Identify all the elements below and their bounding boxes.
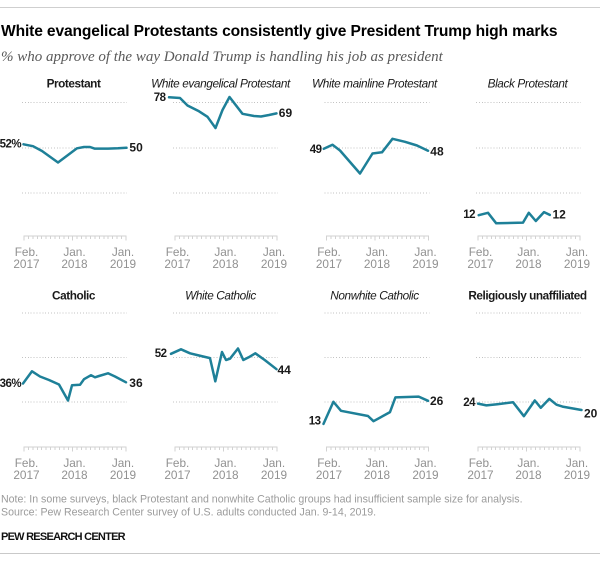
svg-text:52: 52 <box>155 348 167 360</box>
svg-text:2019: 2019 <box>564 257 590 271</box>
svg-text:Jan.: Jan. <box>517 456 539 470</box>
svg-text:PEW RESEARCH CENTER: PEW RESEARCH CENTER <box>1 531 126 543</box>
svg-text:Jan.: Jan. <box>366 456 388 470</box>
svg-text:44: 44 <box>278 363 292 377</box>
svg-text:2018: 2018 <box>61 468 88 482</box>
svg-text:White evangelical Protestant: White evangelical Protestant <box>151 77 291 91</box>
svg-text:Jan.: Jan. <box>414 456 436 470</box>
svg-text:2019: 2019 <box>564 468 590 482</box>
svg-text:White Catholic: White Catholic <box>185 289 256 303</box>
svg-text:Jan.: Jan. <box>366 245 388 259</box>
svg-text:78: 78 <box>154 92 167 104</box>
svg-text:2017: 2017 <box>467 468 493 482</box>
svg-text:Jan.: Jan. <box>263 245 285 259</box>
svg-text:Note: In some surveys, black P: Note: In some surveys, black Protestant … <box>1 494 523 506</box>
svg-text:49: 49 <box>310 144 322 156</box>
svg-text:2018: 2018 <box>515 468 542 482</box>
svg-text:2017: 2017 <box>164 468 190 482</box>
svg-text:2019: 2019 <box>110 257 136 271</box>
svg-text:Nonwhite Catholic: Nonwhite Catholic <box>330 289 419 303</box>
svg-text:Jan.: Jan. <box>63 456 85 470</box>
svg-text:36%: 36% <box>0 378 21 390</box>
svg-text:Jan.: Jan. <box>517 245 539 259</box>
svg-text:52%: 52% <box>0 138 21 150</box>
svg-text:Source: Pew Research Center su: Source: Pew Research Center survey of U.… <box>1 507 376 519</box>
svg-text:2019: 2019 <box>110 468 136 482</box>
svg-text:2019: 2019 <box>412 468 438 482</box>
svg-text:2019: 2019 <box>412 257 438 271</box>
svg-text:Feb.: Feb. <box>166 245 190 259</box>
svg-text:2017: 2017 <box>316 257 342 271</box>
svg-text:Jan.: Jan. <box>112 456 134 470</box>
svg-text:2018: 2018 <box>212 468 239 482</box>
svg-text:50: 50 <box>129 141 143 155</box>
svg-text:13: 13 <box>309 416 321 428</box>
svg-text:48: 48 <box>430 145 444 159</box>
svg-text:2018: 2018 <box>364 257 391 271</box>
svg-text:Feb.: Feb. <box>469 245 493 259</box>
svg-text:Feb.: Feb. <box>15 456 39 470</box>
svg-text:Feb.: Feb. <box>317 456 341 470</box>
svg-text:Jan.: Jan. <box>263 456 285 470</box>
svg-text:Jan.: Jan. <box>566 456 588 470</box>
svg-text:Feb.: Feb. <box>166 456 190 470</box>
svg-text:2017: 2017 <box>13 257 39 271</box>
svg-text:26: 26 <box>430 394 444 408</box>
svg-text:2017: 2017 <box>316 468 342 482</box>
svg-text:24: 24 <box>463 397 476 409</box>
svg-text:Catholic: Catholic <box>52 289 96 303</box>
svg-text:2017: 2017 <box>164 257 190 271</box>
svg-text:2018: 2018 <box>61 257 88 271</box>
svg-text:12: 12 <box>553 208 567 222</box>
svg-text:Feb.: Feb. <box>317 245 341 259</box>
svg-text:2018: 2018 <box>515 257 542 271</box>
svg-text:Protestant: Protestant <box>47 77 101 91</box>
svg-text:White evangelical Protestants: White evangelical Protestants consistent… <box>1 23 558 40</box>
svg-text:20: 20 <box>584 406 598 420</box>
svg-text:69: 69 <box>279 106 293 120</box>
svg-text:2018: 2018 <box>364 468 391 482</box>
svg-text:2017: 2017 <box>13 468 39 482</box>
svg-text:White mainline Protestant: White mainline Protestant <box>312 77 438 91</box>
svg-text:Religiously unaffiliated: Religiously unaffiliated <box>468 289 587 303</box>
svg-text:12: 12 <box>463 209 475 221</box>
svg-text:Feb.: Feb. <box>469 456 493 470</box>
svg-text:Feb.: Feb. <box>15 245 39 259</box>
svg-text:36: 36 <box>129 376 143 390</box>
svg-text:2018: 2018 <box>212 257 239 271</box>
svg-text:Jan.: Jan. <box>214 456 236 470</box>
svg-text:2019: 2019 <box>261 468 287 482</box>
svg-text:% who approve of the way Donal: % who approve of the way Donald Trump is… <box>1 49 444 65</box>
svg-text:2019: 2019 <box>261 257 287 271</box>
svg-text:Jan.: Jan. <box>414 245 436 259</box>
svg-text:2017: 2017 <box>467 257 493 271</box>
svg-text:Jan.: Jan. <box>63 245 85 259</box>
svg-text:Jan.: Jan. <box>214 245 236 259</box>
svg-text:Black Protestant: Black Protestant <box>488 77 569 91</box>
svg-text:Jan.: Jan. <box>566 245 588 259</box>
svg-text:Jan.: Jan. <box>112 245 134 259</box>
